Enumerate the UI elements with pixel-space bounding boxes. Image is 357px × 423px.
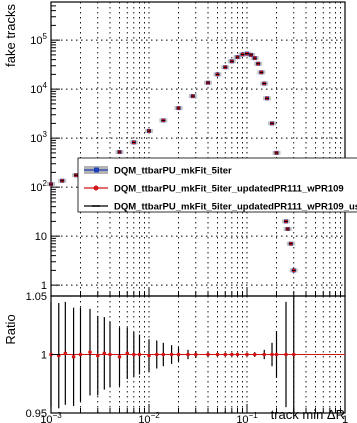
- ratio-point: [95, 353, 100, 358]
- legend-entry: DQM_ttbarPU_mkFit_5iter_updatedPR111_wPR…: [84, 202, 357, 213]
- ratio-point: [71, 355, 76, 359]
- ratio-point: [125, 351, 130, 356]
- y-tick-label: 104: [30, 81, 47, 96]
- ratio-point: [137, 352, 142, 357]
- ratio-point: [230, 352, 234, 357]
- main-plot-frame: [50, 1, 346, 297]
- ratio-point: [88, 350, 92, 354]
- legend: DQM_ttbarPU_mkFit_5iter DQM_ttbarPU_mkFit…: [77, 157, 357, 213]
- y-tick-label: 105: [30, 32, 47, 47]
- legend-label: DQM_ttbarPU_mkFit_5iter_updatedPR111_wPR…: [114, 184, 344, 195]
- ratio-point: [108, 352, 112, 357]
- ratio-point: [206, 352, 210, 357]
- ratio-point: [102, 351, 107, 356]
- ratio-point: [223, 352, 228, 357]
- ratio-point: [193, 352, 198, 357]
- ratio-point: [117, 355, 122, 359]
- ratio-point: [284, 352, 288, 357]
- ratio-plot-x-ticks: 10−3 10−2 10−1 1: [40, 411, 348, 423]
- ratio-point: [274, 352, 279, 357]
- y-tick-label: 103: [30, 130, 47, 145]
- y-tick-label: 0.95: [26, 408, 47, 420]
- ratio-y-axis-label: Ratio: [3, 314, 18, 344]
- ratio-point: [270, 352, 274, 357]
- legend-marker: [93, 185, 99, 191]
- y-tick-label: 1: [41, 350, 47, 362]
- ratio-point: [161, 352, 166, 357]
- ratio-plot-panel: 0.95 1 1.05 10−3 10−2 10−1 1 Ratio track min …: [3, 291, 348, 423]
- ratio-point: [291, 352, 296, 357]
- main-plot-panel: 1 10 102 103 104 105 fake tracks: [3, 1, 346, 297]
- main-y-axis-label: fake tracks: [3, 4, 18, 67]
- ratio-plot-marks: [49, 296, 345, 413]
- ratio-point: [176, 352, 181, 357]
- x-tick-label: 10−1: [236, 411, 258, 423]
- ratio-point: [78, 352, 83, 357]
- ratio-point: [154, 352, 159, 357]
- main-plot-y-ticks: 1 10 102 103 104 105: [30, 1, 60, 292]
- y-tick-label: 102: [30, 179, 47, 194]
- y-tick-label: 10: [35, 231, 47, 243]
- legend-label: DQM_ttbarPU_mkFit_5iter_updatedPR111_wPR…: [114, 202, 357, 213]
- legend-entry: DQM_ttbarPU_mkFit_5iter_updatedPR111_wPR…: [84, 184, 344, 195]
- y-tick-label: 1: [41, 280, 47, 292]
- legend-entry: DQM_ttbarPU_mkFit_5iter: [84, 166, 232, 177]
- ratio-point: [215, 352, 220, 357]
- ratio-point: [132, 352, 136, 357]
- x-tick-label: 1: [342, 414, 348, 423]
- x-tick-label: 10−3: [40, 411, 62, 423]
- ratio-point: [252, 352, 257, 357]
- ratio-point: [262, 352, 267, 357]
- y-tick-label: 1.05: [26, 291, 47, 303]
- ratio-point: [63, 351, 68, 356]
- ratio-point: [186, 352, 190, 357]
- ratio-point: [235, 352, 240, 357]
- main-plot-grid: [50, 2, 346, 296]
- x-axis-label: track min ΔR: [271, 407, 345, 422]
- x-tick-label: 10−2: [138, 411, 160, 423]
- ratio-point: [169, 352, 174, 357]
- ratio-point: [147, 353, 151, 358]
- legend-label: DQM_ttbarPU_mkFit_5iter: [114, 166, 232, 177]
- legend-box: [77, 157, 357, 213]
- legend-marker: [94, 167, 99, 173]
- legend-entries: DQM_ttbarPU_mkFit_5iter DQM_ttbarPU_mkFit…: [84, 166, 357, 213]
- ratio-point: [245, 352, 249, 357]
- ratio-plot-y-ticks: 0.95 1 1.05: [26, 291, 60, 420]
